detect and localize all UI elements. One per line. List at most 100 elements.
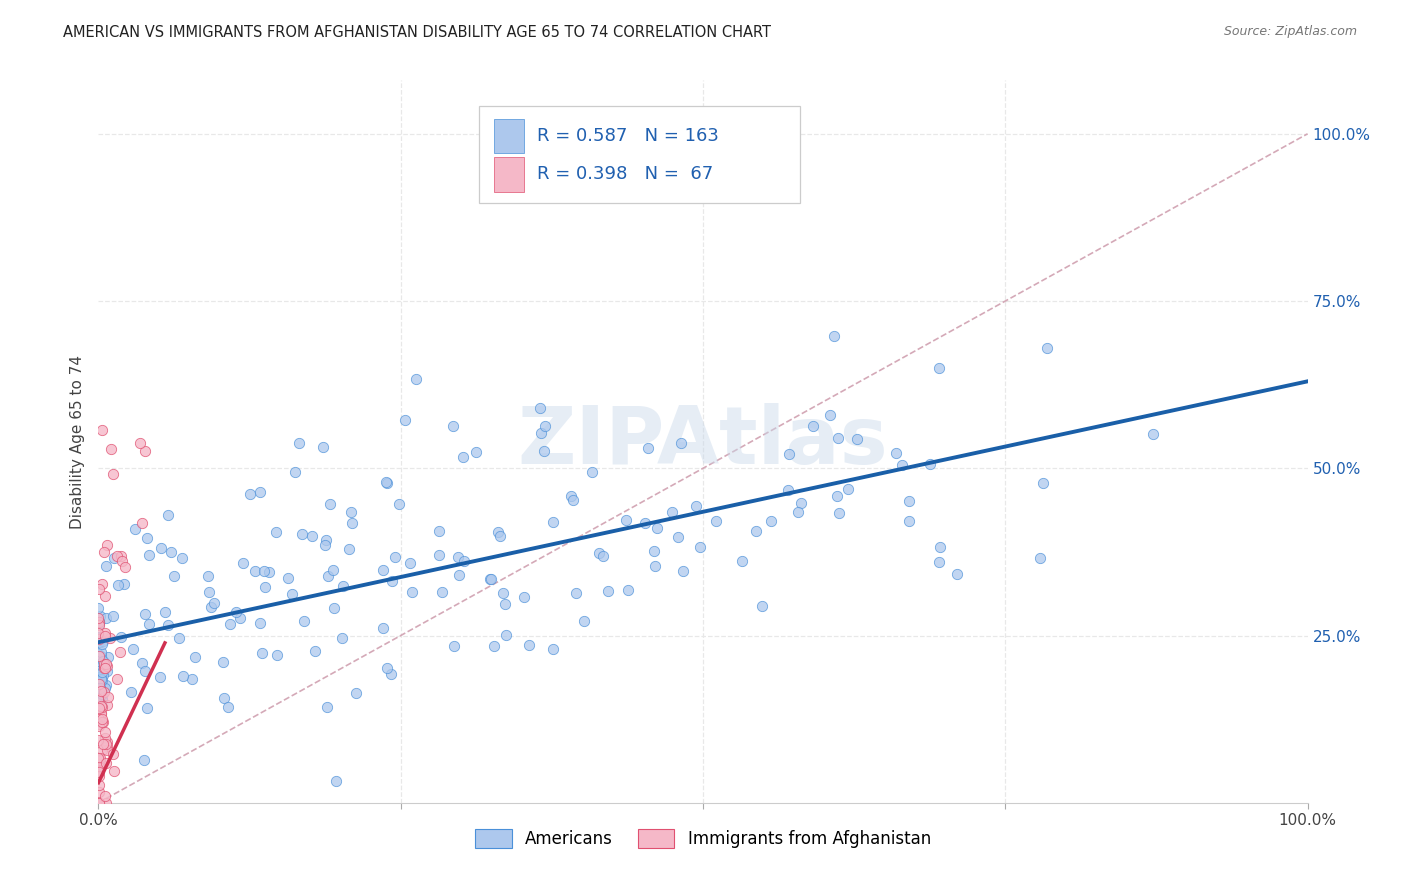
Point	[93, 660, 115, 674]
Point	[592, 549, 614, 564]
Point	[1032, 476, 1054, 491]
Point	[451, 450, 474, 465]
Point	[479, 572, 502, 586]
Point	[94, 756, 117, 770]
Point	[172, 669, 194, 683]
Point	[94, 678, 117, 692]
Point	[97, 690, 120, 704]
Point	[427, 524, 450, 538]
Point	[928, 360, 950, 375]
Point	[112, 577, 135, 591]
Point	[689, 540, 711, 554]
Point	[87, 615, 110, 629]
Point	[219, 617, 242, 632]
Y-axis label: Disability Age 65 to 74: Disability Age 65 to 74	[70, 354, 86, 529]
Point	[399, 556, 422, 570]
Point	[254, 580, 277, 594]
Point	[87, 769, 110, 783]
Point	[598, 584, 620, 599]
Point	[94, 625, 117, 640]
Point	[157, 508, 180, 523]
Point	[110, 549, 132, 564]
Point	[97, 650, 120, 665]
Point	[96, 739, 118, 753]
Point	[96, 796, 118, 810]
Point	[388, 497, 411, 511]
Point	[318, 497, 340, 511]
Point	[249, 616, 271, 631]
Point	[534, 419, 557, 434]
Point	[790, 496, 813, 510]
Point	[94, 589, 117, 603]
Point	[96, 658, 118, 673]
Point	[394, 413, 416, 427]
Point	[89, 608, 111, 623]
Point	[87, 632, 110, 647]
Point	[87, 634, 110, 648]
Point	[827, 431, 849, 445]
Point	[239, 487, 262, 501]
Point	[668, 530, 690, 544]
Point	[375, 661, 398, 675]
Point	[162, 568, 184, 582]
Point	[91, 714, 114, 729]
Point	[371, 621, 394, 635]
Point	[342, 516, 364, 531]
Point	[129, 435, 152, 450]
Point	[778, 447, 800, 461]
Point	[90, 645, 112, 659]
Point	[91, 634, 114, 648]
Text: R = 0.587   N = 163: R = 0.587 N = 163	[537, 127, 720, 145]
Point	[111, 554, 134, 568]
Point	[316, 569, 339, 583]
Point	[380, 666, 402, 681]
Point	[93, 657, 115, 671]
Point	[90, 706, 112, 721]
Point	[89, 751, 111, 765]
Point	[266, 648, 288, 662]
Point	[846, 432, 869, 446]
Point	[87, 647, 110, 661]
Point	[101, 467, 124, 481]
Point	[898, 494, 921, 508]
Point	[530, 425, 553, 440]
Point	[332, 579, 354, 593]
Point	[107, 578, 129, 592]
Point	[704, 514, 727, 528]
Point	[157, 617, 180, 632]
Point	[94, 559, 117, 574]
Point	[131, 516, 153, 531]
Point	[494, 597, 516, 611]
Point	[291, 527, 314, 541]
Point	[637, 441, 659, 455]
Point	[374, 475, 396, 490]
Point	[90, 672, 112, 686]
Point	[87, 717, 110, 731]
Point	[87, 675, 110, 690]
Point	[232, 556, 254, 570]
Point	[90, 692, 112, 706]
Point	[180, 673, 202, 687]
Point	[1036, 341, 1059, 355]
Point	[447, 549, 470, 564]
Point	[184, 650, 207, 665]
Point	[890, 458, 912, 472]
Point	[533, 443, 555, 458]
Point	[87, 764, 110, 779]
Point	[87, 796, 110, 810]
Point	[759, 514, 782, 528]
Point	[441, 419, 464, 434]
Point	[322, 601, 344, 615]
Point	[90, 637, 112, 651]
Point	[87, 648, 110, 663]
Point	[197, 569, 219, 583]
Point	[96, 698, 118, 712]
Point	[90, 673, 112, 687]
Point	[155, 605, 177, 619]
Point	[672, 564, 695, 578]
Point	[87, 692, 110, 706]
Point	[132, 753, 155, 767]
Point	[588, 545, 610, 559]
Point	[211, 655, 233, 669]
Point	[484, 639, 506, 653]
